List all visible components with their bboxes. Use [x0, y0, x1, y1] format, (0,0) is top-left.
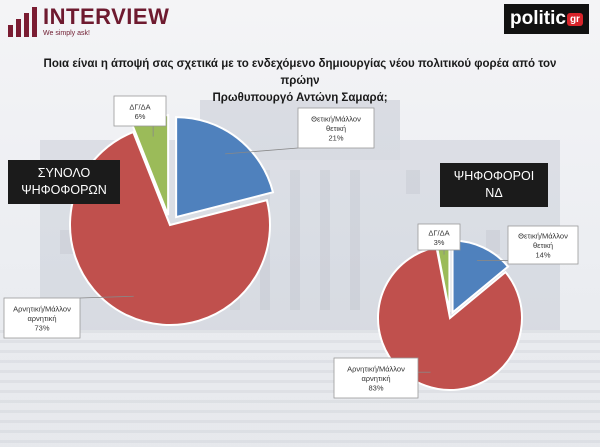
pie-0-label-box-positive — [297, 107, 375, 149]
pie-0-category-negative: Αρνητική/Μάλλον — [13, 305, 71, 314]
segment-label-total-line-2: ΨΗΦΟΦΟΡΩΝ — [21, 183, 107, 197]
segment-label-nd-line-1: ΨΗΦΟΦΟΡΟΙ — [453, 169, 535, 183]
question-line-2: Πρωθυπουργό Αντώνη Σαμαρά; — [212, 92, 388, 104]
pie-0-label-dk: ΔΓ/ΔΑ6% — [113, 95, 167, 137]
interview-logo: INTERVIEW We simply ask! — [8, 6, 169, 37]
pie-1-category-positive: θετική — [533, 241, 553, 250]
pie-0-slice-positive — [175, 116, 275, 219]
pie-1-label-box-negative — [333, 357, 419, 399]
pie-0-category-negative: αρνητική — [27, 314, 56, 323]
segment-label-total-line-1: ΣΥΝΟΛΟ — [37, 166, 91, 180]
pie-1-category-positive: Θετική/Μάλλον — [518, 232, 568, 241]
pie-0-leader-positive — [225, 147, 299, 155]
pie-0-value-negative: 73% — [34, 324, 49, 333]
pie-0-label-box-dk — [113, 95, 167, 127]
politic-logo-suffix: gr — [566, 12, 583, 26]
segment-label-nd: ΨΗΦΟΦΟΡΟΙ ΝΔ — [440, 163, 548, 207]
segment-label-nd-line-2: ΝΔ — [485, 186, 503, 200]
brand-tagline: We simply ask! — [43, 30, 90, 37]
pie-0-value-dk: 6% — [135, 112, 146, 121]
pie-1-value-negative: 83% — [368, 384, 383, 393]
pie-0-leader-negative — [79, 295, 134, 299]
pie-1-slice-negative — [377, 246, 523, 391]
segment-label-total: ΣΥΝΟΛΟ ΨΗΦΟΦΟΡΩΝ — [8, 160, 120, 204]
pie-1-value-dk: 3% — [434, 238, 445, 247]
bars-icon — [8, 6, 37, 37]
politic-logo: politic gr — [504, 4, 589, 34]
pie-0-category-positive: Θετική/Μάλλον — [311, 115, 361, 124]
brand-name: INTERVIEW — [43, 4, 170, 29]
pie-0-label-box-negative — [3, 297, 81, 339]
politic-logo-text: politic — [510, 8, 566, 29]
pie-1-value-positive: 14% — [535, 251, 550, 260]
pie-1-category-negative: αρνητική — [361, 374, 390, 383]
pie-1-category-dk: ΔΓ/ΔΑ — [428, 228, 449, 237]
pie-1-label-box-dk — [417, 223, 461, 251]
question-text: Ποια είναι η άποψή σας σχετικά με το ενδ… — [30, 56, 570, 107]
pie-1-category-negative: Αρνητική/Μάλλον — [347, 365, 405, 374]
pie-0-category-positive: θετική — [326, 124, 346, 133]
question-line-1: Ποια είναι η άποψή σας σχετικά με το ενδ… — [43, 58, 557, 87]
pie-0-value-positive: 21% — [328, 134, 343, 143]
pie-1-label-dk: ΔΓ/ΔΑ3% — [417, 223, 461, 255]
pie-0-category-dk: ΔΓ/ΔΑ — [129, 102, 150, 111]
pie-1-label-box-positive — [507, 225, 579, 265]
